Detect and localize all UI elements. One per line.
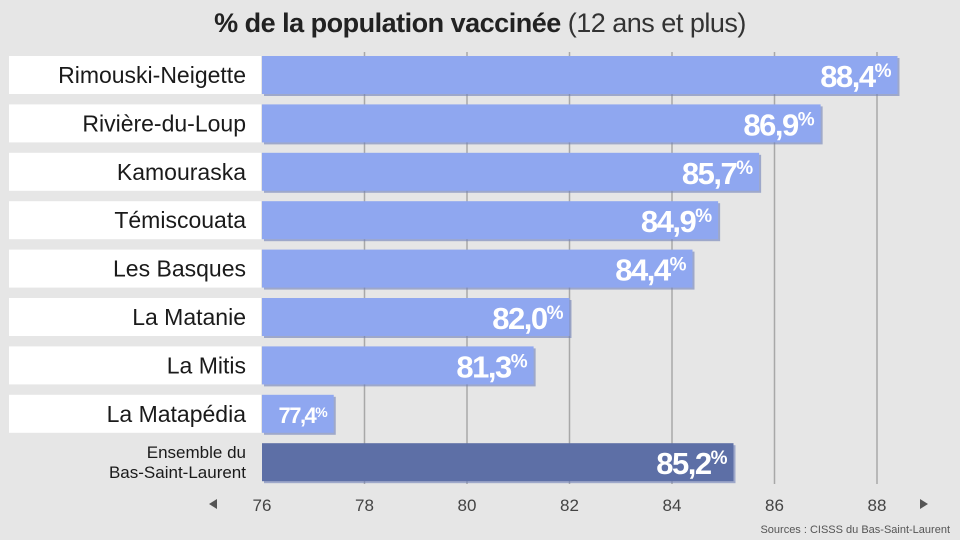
source-note: Sources : CISSS du Bas-Saint-Laurent	[760, 524, 950, 536]
category-label-box	[9, 104, 261, 143]
axis-left-arrow	[209, 499, 217, 509]
value-percent: %	[547, 303, 564, 324]
value-percent: %	[736, 158, 753, 179]
chart-title: % de la population vaccinée (12 ans et p…	[0, 8, 960, 39]
category-label-box	[9, 346, 261, 385]
category-label: Kamouraska	[117, 159, 246, 185]
bar	[262, 298, 570, 336]
value-number: 82,0	[492, 301, 547, 336]
bar	[262, 152, 760, 191]
value-percent: %	[511, 351, 528, 372]
axis-right-arrow	[920, 499, 928, 509]
category-label: La Matanie	[132, 304, 246, 330]
x-tick-label: 78	[355, 496, 374, 515]
value-number: 85,2	[656, 446, 711, 481]
value-percent: %	[798, 109, 815, 130]
x-tick-label: 80	[458, 496, 477, 515]
category-label-box	[9, 394, 261, 433]
chart-title-sub: (12 ans et plus)	[567, 8, 747, 38]
category-label: La Mitis	[167, 352, 246, 378]
bar	[262, 56, 898, 94]
value-number: 88,4	[820, 59, 877, 94]
value-label: 84,9%	[641, 204, 712, 239]
bar	[262, 201, 719, 240]
category-label: Rivière-du-Loup	[82, 110, 246, 136]
value-percent: %	[695, 206, 712, 227]
x-tick-label: 76	[253, 496, 272, 515]
value-percent: %	[315, 404, 328, 420]
x-tick-label: 88	[868, 496, 887, 515]
value-number: 84,9	[641, 204, 697, 239]
category-label-box	[9, 56, 261, 94]
value-number: 81,3	[456, 349, 512, 384]
bar	[262, 394, 334, 433]
value-label: 85,2%	[656, 446, 727, 481]
value-number: 86,9	[743, 107, 799, 142]
bar	[262, 443, 734, 482]
x-tick-label: 82	[560, 496, 579, 515]
bar	[262, 249, 693, 288]
value-label: 77,4%	[278, 403, 328, 428]
value-label: 88,4%	[820, 59, 891, 94]
x-tick-label: 84	[663, 496, 682, 515]
value-percent: %	[711, 448, 728, 469]
bar	[262, 104, 821, 143]
value-label: 85,7%	[682, 156, 753, 191]
category-label: Bas-Saint-Laurent	[109, 463, 246, 482]
value-percent: %	[670, 255, 687, 276]
value-label: 81,3%	[456, 349, 527, 384]
category-label-box	[9, 201, 261, 240]
category-label: La Matapédia	[107, 401, 247, 427]
category-label: Témiscouata	[114, 207, 246, 233]
category-label-box	[9, 152, 261, 191]
value-label: 86,9%	[743, 107, 814, 142]
category-label: Les Basques	[113, 256, 246, 282]
category-label: Rimouski-Neigette	[58, 62, 246, 88]
value-number: 77,4	[278, 403, 317, 428]
value-percent: %	[875, 61, 892, 82]
value-number: 85,7	[682, 156, 737, 191]
x-tick-label: 86	[765, 496, 784, 515]
value-number: 84,4	[615, 253, 672, 288]
category-label-box	[9, 298, 261, 336]
category-label-box	[9, 249, 261, 288]
value-label: 84,4%	[615, 253, 686, 288]
chart-title-main: % de la population vaccinée	[214, 8, 561, 38]
bar	[262, 346, 534, 385]
value-label: 82,0%	[492, 301, 563, 336]
category-label: Ensemble du	[147, 443, 246, 462]
